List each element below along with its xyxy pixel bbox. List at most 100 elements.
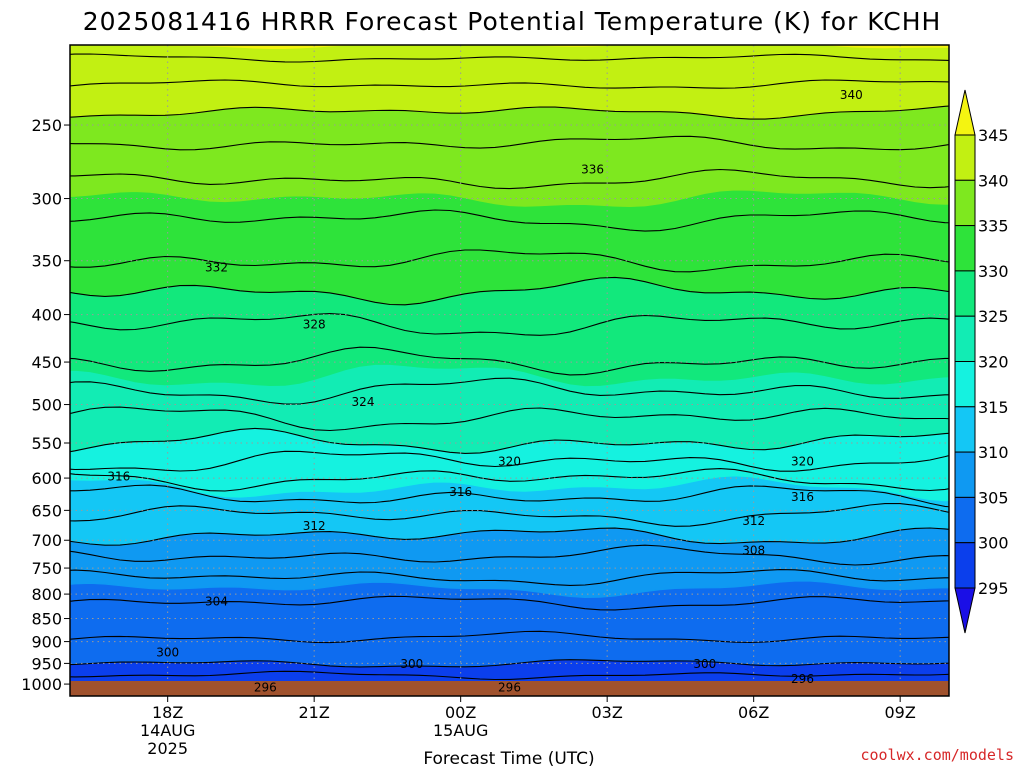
x-tick-label: 21Z xyxy=(299,703,330,722)
y-tick-label: 1000 xyxy=(21,675,62,694)
colorbar-segment xyxy=(954,542,976,589)
y-tick-label: 600 xyxy=(31,469,62,488)
contour-label: 308 xyxy=(742,543,765,557)
contour-line xyxy=(70,450,949,472)
y-tick-label: 500 xyxy=(31,396,62,415)
y-tick-label: 650 xyxy=(31,501,62,520)
contour-label: 296 xyxy=(791,672,814,686)
contour-labels: 340 336 332 328 324 320 320 316 316 316 312 312 308 3… xyxy=(107,88,863,695)
plot-area xyxy=(70,45,949,696)
x-tick-label: 15AUG xyxy=(433,721,488,740)
contour-line xyxy=(70,276,949,306)
colorbar-segment xyxy=(954,270,976,317)
contour-label: 336 xyxy=(581,162,604,176)
contour-label: 316 xyxy=(791,490,814,504)
contour-line xyxy=(70,544,949,566)
y-tick-label: 900 xyxy=(31,633,62,652)
colorbar-tick-label: 300 xyxy=(978,534,1009,553)
y-axis: 250 300 350 400 450 500 550 600 650 700 750 800 850 9… xyxy=(21,116,70,694)
contour-line xyxy=(70,406,949,432)
contour-label: 340 xyxy=(840,88,863,102)
color-band xyxy=(70,105,949,208)
contour-line xyxy=(70,527,949,546)
contour-label: 312 xyxy=(742,514,765,528)
contour-line xyxy=(70,249,949,273)
contour-label: 324 xyxy=(352,395,375,409)
colorbar-segment xyxy=(954,361,976,408)
colorbar-extend-min xyxy=(954,587,976,634)
colorbar-tick-label: 345 xyxy=(978,126,1009,145)
contour-line xyxy=(70,209,949,232)
colorbar-tick-label: 295 xyxy=(978,579,1009,598)
y-tick-label: 550 xyxy=(31,434,62,453)
contour-label: 300 xyxy=(400,657,423,671)
x-tick-label: 18Z xyxy=(152,703,183,722)
x-tick-label: 14AUG xyxy=(140,721,195,740)
credit-text: coolwx.com/models xyxy=(860,746,1014,764)
contour-line xyxy=(70,503,949,527)
terrain-strip xyxy=(70,681,949,696)
x-tick-label: 03Z xyxy=(592,703,623,722)
contour-label: 316 xyxy=(107,470,130,484)
colorbar-segment xyxy=(954,315,976,363)
colorbar-tick-label: 340 xyxy=(978,171,1009,190)
colorbar-tick-label: 330 xyxy=(978,262,1009,281)
y-tick-label: 300 xyxy=(31,190,62,209)
colorbar-extend-max xyxy=(954,89,976,136)
y-tick-label: 750 xyxy=(31,559,62,578)
contour-line xyxy=(70,468,949,492)
plot-frame xyxy=(69,44,950,697)
contour-line xyxy=(70,168,949,190)
y-tick-label: 700 xyxy=(31,531,62,550)
contour-line xyxy=(70,484,949,508)
y-tick-label: 800 xyxy=(31,585,62,604)
colorbar-tick-label: 335 xyxy=(978,217,1009,236)
colorbar-segment xyxy=(954,134,976,181)
contour-label: 296 xyxy=(254,681,277,695)
contour-line xyxy=(70,135,949,151)
colorbar-segment xyxy=(954,179,976,227)
x-tick-label: 09Z xyxy=(885,703,916,722)
contour-label: 312 xyxy=(303,519,326,533)
y-tick-label: 450 xyxy=(31,353,62,372)
y-tick-label: 950 xyxy=(31,654,62,673)
contour-label: 296 xyxy=(498,681,521,695)
x-tick-label: 00Z xyxy=(445,703,476,722)
y-tick-label: 400 xyxy=(31,306,62,325)
contour-line xyxy=(70,377,949,405)
contour-line xyxy=(70,313,949,336)
x-axis-title: Forecast Time (UTC) xyxy=(423,749,594,768)
chart-title: 2025081416 HRRR Forecast Potential Tempe… xyxy=(83,7,942,36)
colorbar-segment xyxy=(954,451,976,498)
y-tick-label: 850 xyxy=(31,610,62,629)
contour-line xyxy=(70,427,949,454)
contour-label: 328 xyxy=(303,318,326,332)
colorbar-tick-label: 325 xyxy=(978,307,1009,326)
colorbar-segment xyxy=(954,225,976,272)
contour-line xyxy=(70,569,949,586)
colorbar-tick-label: 320 xyxy=(978,353,1009,372)
contour-label: 300 xyxy=(693,657,716,671)
x-tick-label: 06Z xyxy=(738,703,769,722)
colorbar: 295 300 305 310 315 320 325 330 335 340 345 xyxy=(954,89,1009,634)
contour-label: 320 xyxy=(791,455,814,469)
contour-line xyxy=(70,659,949,668)
contour-label: 332 xyxy=(205,261,228,275)
contour-line xyxy=(70,53,949,63)
contour-label: 316 xyxy=(449,485,472,499)
contour-label: 300 xyxy=(156,646,179,660)
y-tick-label: 350 xyxy=(31,252,62,271)
contour-line xyxy=(70,105,949,120)
contour-line xyxy=(70,630,949,644)
grid-lines xyxy=(70,45,949,696)
colorbar-tick-label: 310 xyxy=(978,443,1009,462)
contour-line xyxy=(70,79,949,89)
contour-label: 320 xyxy=(498,455,521,469)
contour-label: 304 xyxy=(205,595,228,609)
contour-line xyxy=(70,670,949,681)
x-tick-label: 2025 xyxy=(147,739,188,758)
contour-line xyxy=(70,595,949,611)
colorbar-segment xyxy=(954,496,976,544)
